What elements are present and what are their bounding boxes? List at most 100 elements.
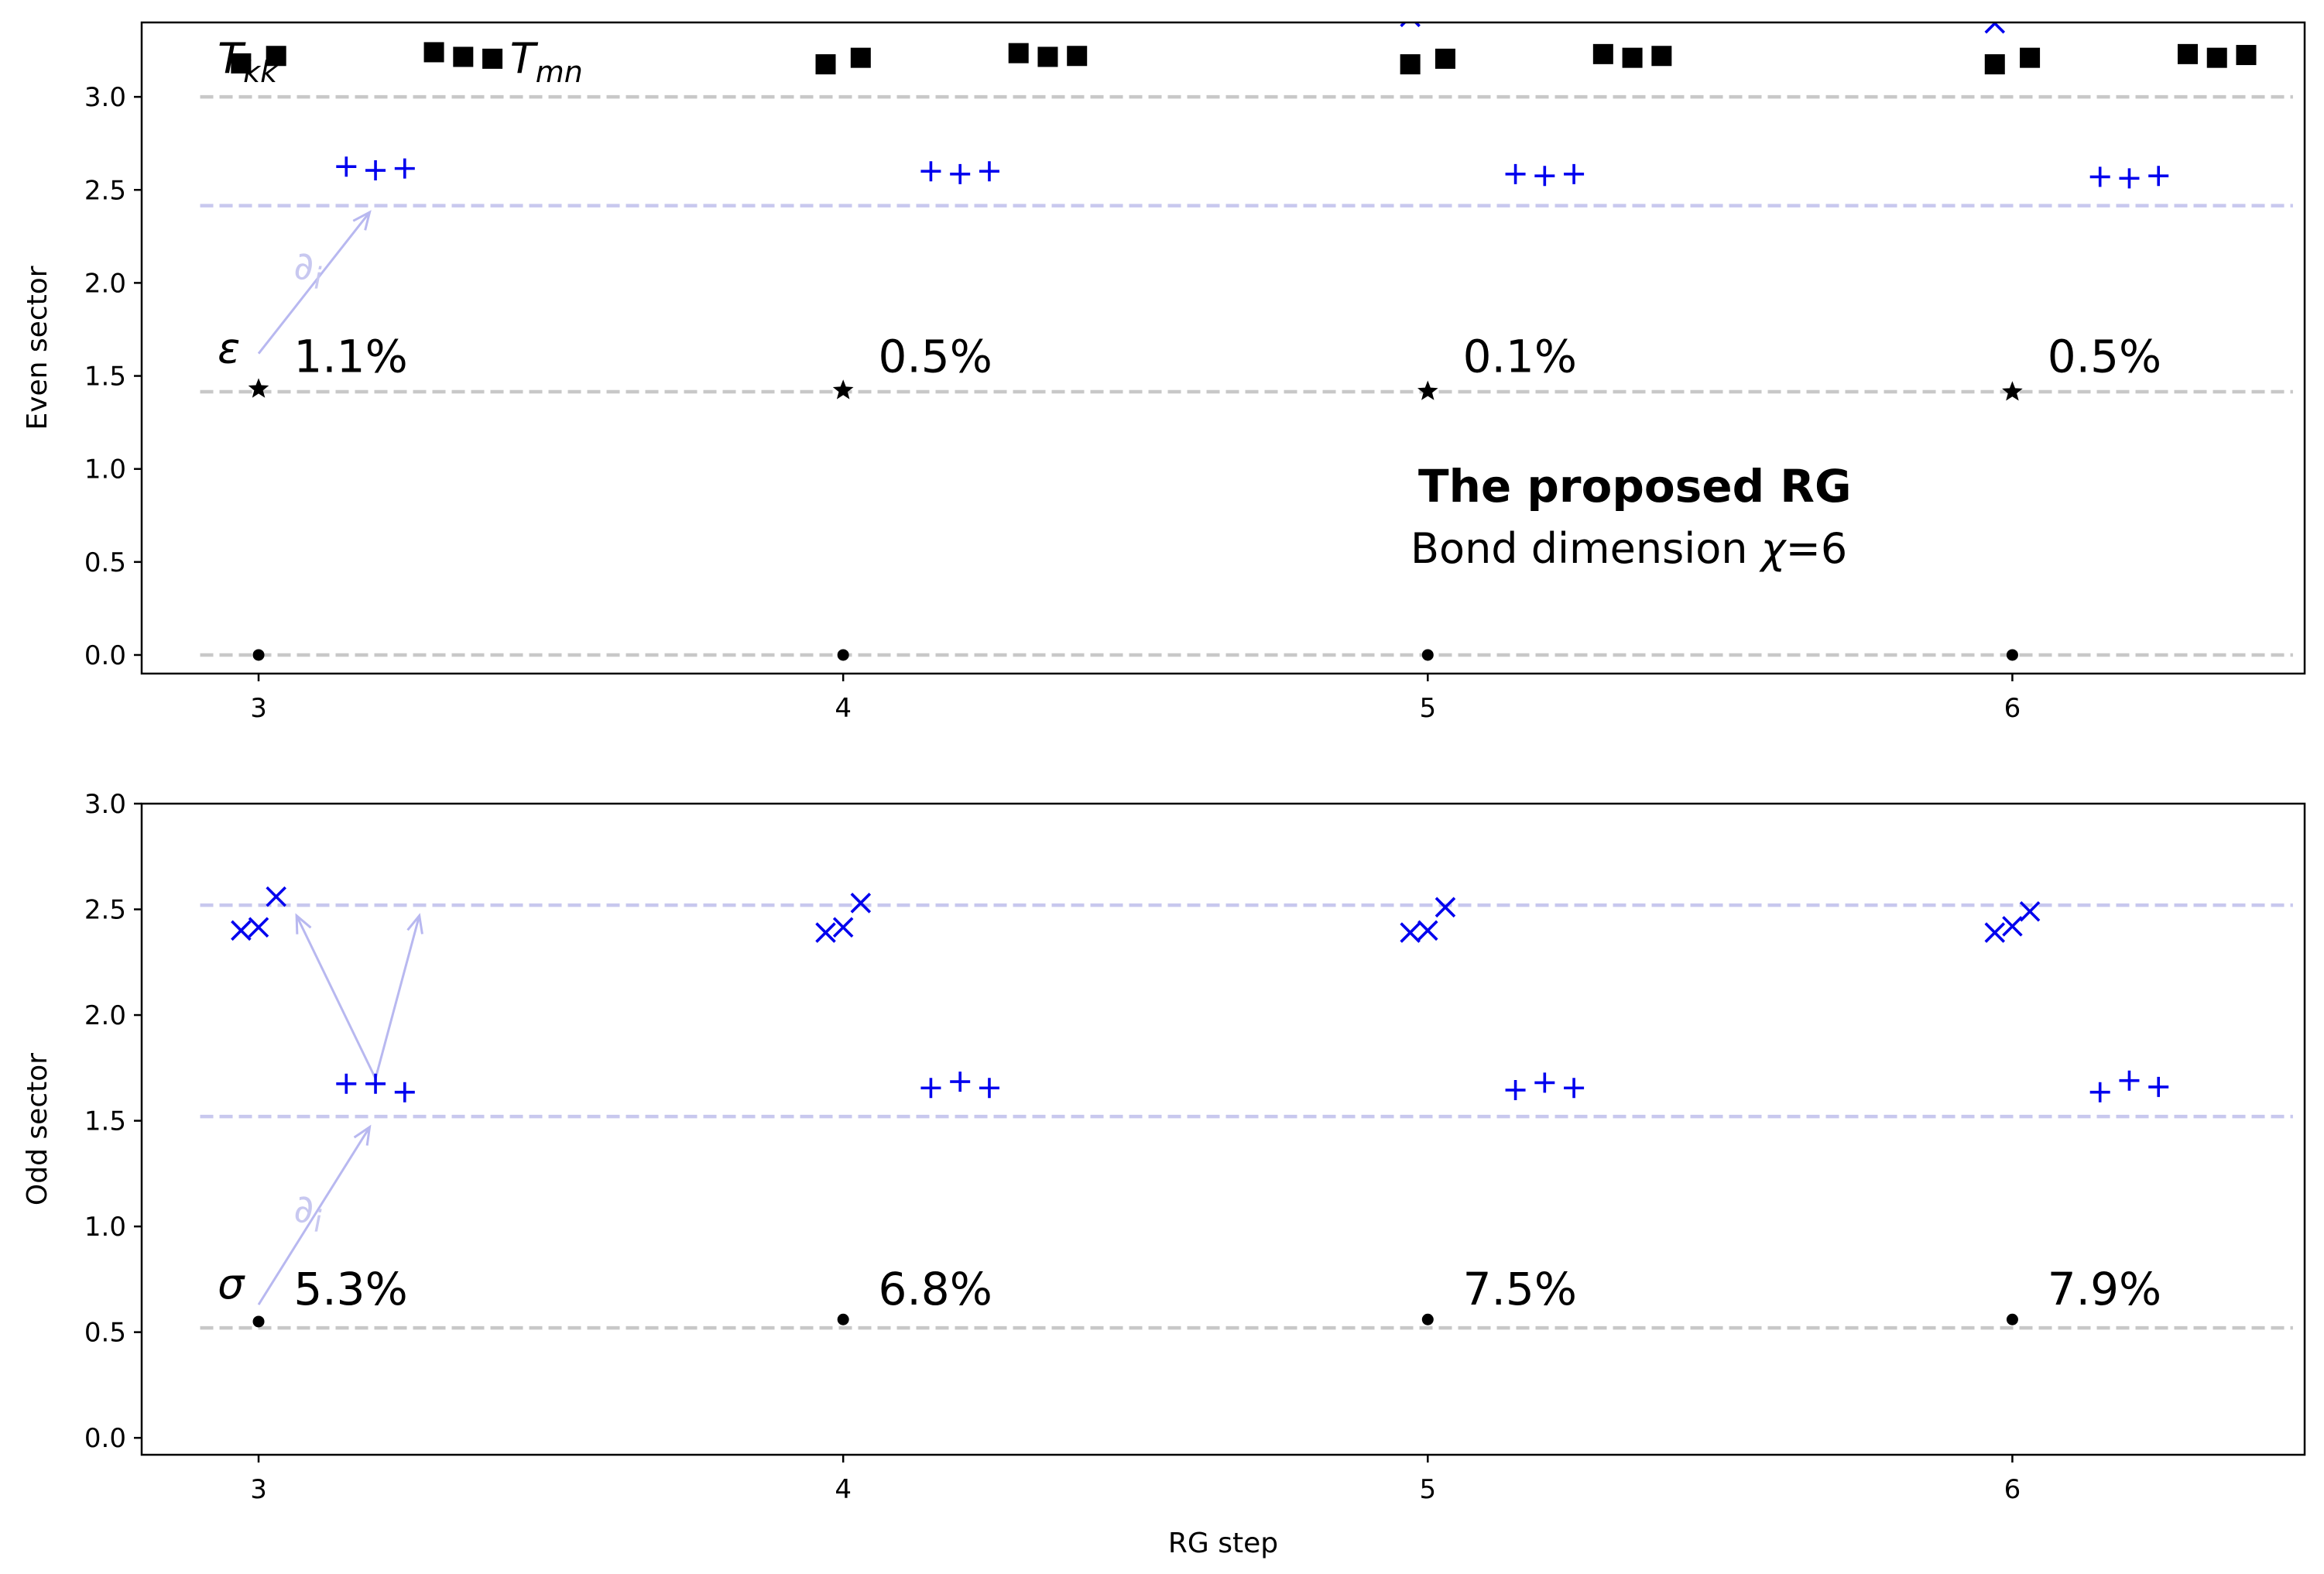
data-point-plus bbox=[2119, 1070, 2140, 1091]
data-point-plus bbox=[1564, 1078, 1585, 1099]
data-point bbox=[1421, 649, 1434, 661]
data-point-square bbox=[1592, 43, 1613, 64]
arrow-head bbox=[353, 1124, 372, 1146]
error-annotation: 0.1% bbox=[1463, 331, 1577, 383]
error-annotation: 7.9% bbox=[2048, 1263, 2161, 1315]
error-annotation: 1.1% bbox=[293, 331, 407, 383]
y-tick-label: 2.5 bbox=[84, 895, 126, 926]
arrow-head bbox=[352, 210, 372, 231]
data-point-x bbox=[2002, 916, 2023, 937]
data-point-square bbox=[423, 42, 444, 63]
data-point-square bbox=[1984, 54, 2005, 75]
data-point-x bbox=[231, 920, 252, 941]
data-point-square bbox=[2177, 43, 2198, 64]
data-point-square bbox=[2206, 47, 2227, 68]
data-point-plus bbox=[920, 161, 941, 182]
y-tick-label: 2.0 bbox=[84, 268, 126, 299]
data-point-x bbox=[1400, 922, 1421, 943]
chart-title: The proposed RG bbox=[1418, 460, 1852, 513]
symbol-label-subscript: mn bbox=[536, 55, 583, 89]
symbol-label-base: ε bbox=[218, 324, 240, 373]
x-tick-label: 4 bbox=[835, 1474, 852, 1505]
x-tick-label: 5 bbox=[1419, 693, 1436, 724]
data-point-square bbox=[1008, 43, 1029, 63]
data-point-square bbox=[1067, 46, 1088, 67]
data-point bbox=[2006, 649, 2018, 661]
arrow-line bbox=[257, 1126, 371, 1305]
arrow-line bbox=[374, 915, 421, 1079]
x-tick-label: 4 bbox=[835, 693, 852, 724]
data-point-plus bbox=[979, 1078, 999, 1099]
data-point-square bbox=[815, 54, 836, 75]
y-axis-label: Odd sector bbox=[22, 1053, 53, 1205]
x-tick-label: 3 bbox=[250, 693, 267, 724]
axes-frame bbox=[140, 21, 2306, 675]
error-annotation: 7.5% bbox=[1463, 1263, 1577, 1315]
data-point-x bbox=[1417, 920, 1438, 941]
symbol-label-base: σ bbox=[218, 1260, 245, 1308]
data-point-plus bbox=[2119, 168, 2140, 189]
subtitle-symbol: χ bbox=[1759, 524, 1788, 573]
data-point-x bbox=[1984, 922, 2006, 943]
data-point-plus bbox=[2089, 166, 2110, 187]
symbol-label: σ bbox=[218, 1260, 245, 1308]
data-point-plus bbox=[920, 1078, 941, 1099]
data-point-plus bbox=[336, 156, 357, 177]
symbol-label-base: ∂ bbox=[293, 1187, 314, 1232]
y-tick-label: 0.5 bbox=[84, 547, 126, 578]
error-annotation: 0.5% bbox=[878, 331, 992, 383]
data-point-plus bbox=[1534, 1072, 1555, 1093]
symbol-label-base: ∂ bbox=[293, 244, 314, 289]
data-point bbox=[837, 649, 849, 661]
x-tick-label: 3 bbox=[250, 1474, 267, 1505]
y-tick-label: 2.0 bbox=[84, 1000, 126, 1031]
data-point-square bbox=[2236, 45, 2257, 66]
x-axis-label: RG step bbox=[1168, 1528, 1278, 1559]
arrow-head bbox=[295, 913, 312, 934]
y-tick-label: 0.5 bbox=[84, 1318, 126, 1349]
data-point-plus bbox=[950, 1072, 971, 1092]
data-point-plus bbox=[1564, 163, 1585, 184]
error-annotation: 5.3% bbox=[293, 1263, 407, 1315]
data-point-x bbox=[850, 893, 872, 914]
y-tick-label: 0.0 bbox=[84, 1423, 126, 1454]
y-tick-label: 3.0 bbox=[84, 789, 126, 820]
data-point bbox=[837, 1313, 849, 1325]
y-tick-label: 1.5 bbox=[84, 1106, 126, 1137]
data-point-star bbox=[248, 378, 269, 398]
data-point-plus bbox=[2148, 1076, 2169, 1097]
y-tick-label: 1.0 bbox=[84, 454, 126, 485]
y-tick-label: 2.5 bbox=[84, 175, 126, 206]
data-point-plus bbox=[394, 158, 415, 179]
data-point-square bbox=[231, 53, 252, 74]
data-point-x bbox=[1435, 897, 1456, 918]
data-point-x bbox=[832, 917, 854, 938]
symbol-label-base: T bbox=[510, 34, 539, 83]
data-point-square bbox=[2020, 47, 2041, 68]
data-point-x bbox=[815, 922, 836, 943]
data-point-star bbox=[2002, 381, 2023, 401]
chart-subtitle: Bond dimension χ=6 bbox=[1411, 524, 1847, 573]
symbol-label: Tkk bbox=[218, 34, 279, 89]
data-point-plus bbox=[950, 163, 971, 184]
data-point-plus bbox=[979, 161, 999, 182]
data-point-plus bbox=[1534, 166, 1555, 187]
data-point-square bbox=[1037, 46, 1058, 67]
symbol-label-subscript: i bbox=[314, 262, 322, 296]
data-point bbox=[252, 1315, 265, 1328]
symbol-label-subscript: kk bbox=[243, 55, 279, 89]
x-tick-label: 6 bbox=[2004, 1474, 2021, 1505]
subtitle-prefix: Bond dimension bbox=[1411, 524, 1761, 573]
data-point bbox=[1421, 1313, 1434, 1325]
data-point-x bbox=[248, 917, 269, 938]
data-point-square bbox=[1435, 48, 1455, 69]
symbol-label: ∂i bbox=[293, 1187, 322, 1239]
x-tick-label: 6 bbox=[2004, 693, 2021, 724]
data-point-star bbox=[832, 379, 854, 400]
data-point-plus bbox=[1505, 163, 1526, 184]
symbol-label: Tmn bbox=[510, 34, 583, 89]
data-point-plus bbox=[365, 160, 386, 181]
